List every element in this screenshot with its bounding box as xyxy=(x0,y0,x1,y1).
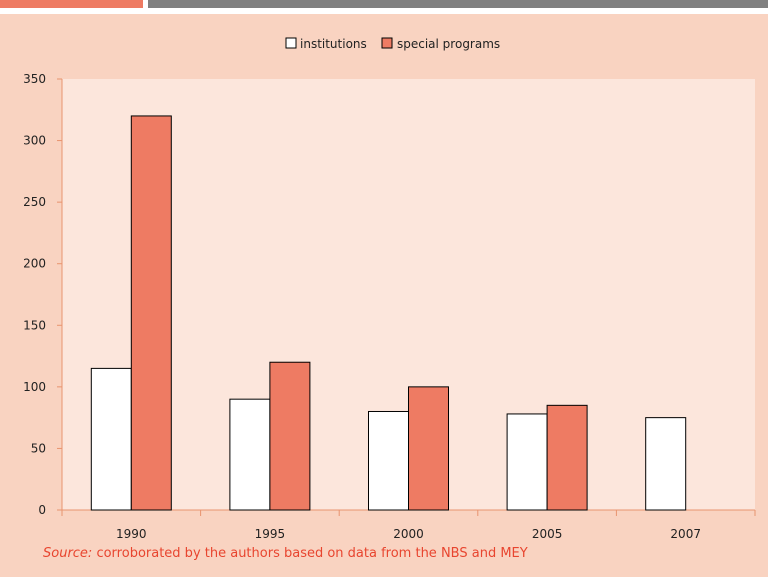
x-axis: 1990 1995 2000 2005 2007 xyxy=(61,509,756,541)
header-bar xyxy=(148,0,768,8)
bar-special-programs-2000 xyxy=(408,386,449,511)
legend: institutions special programs xyxy=(285,37,500,51)
x-tick-label: 1990 xyxy=(116,527,147,541)
y-tick-label: 100 xyxy=(23,380,46,394)
x-tick-label: 2007 xyxy=(670,527,701,541)
y-tick-label: 0 xyxy=(38,503,46,517)
y-tick-label: 250 xyxy=(23,195,46,209)
y-axis: 0 50 100 150 200 250 300 350 xyxy=(23,72,63,517)
legend-swatch-institutions xyxy=(285,37,297,49)
bar-institutions-2007 xyxy=(645,417,687,511)
x-tick-label: 2005 xyxy=(532,527,563,541)
x-tick-label: 2000 xyxy=(393,527,424,541)
bar-special-programs-1990 xyxy=(130,115,172,511)
source-label: Source: xyxy=(43,546,93,561)
source-text: corroborated by the authors based on dat… xyxy=(92,546,528,561)
bar-institutions-1995 xyxy=(229,398,271,511)
bars xyxy=(90,115,687,511)
y-tick-label: 300 xyxy=(23,134,46,148)
bar-institutions-1990 xyxy=(90,367,132,511)
legend-label-special-programs: special programs xyxy=(397,37,500,51)
y-tick-label: 200 xyxy=(23,257,46,271)
y-tick-label: 50 xyxy=(31,441,46,455)
bar-special-programs-1995 xyxy=(269,361,311,511)
y-tick-label: 150 xyxy=(23,318,46,332)
header-accent-tab xyxy=(0,0,143,8)
bar-special-programs-2005 xyxy=(546,404,588,511)
source-note: Source: corroborated by the authors base… xyxy=(43,546,528,561)
y-tick-label: 350 xyxy=(23,72,46,86)
legend-label-institutions: institutions xyxy=(300,37,367,51)
x-tick-label: 1995 xyxy=(255,527,286,541)
bar-institutions-2000 xyxy=(368,410,409,511)
bar-institutions-2005 xyxy=(506,413,548,511)
legend-swatch-special-programs xyxy=(381,37,393,49)
